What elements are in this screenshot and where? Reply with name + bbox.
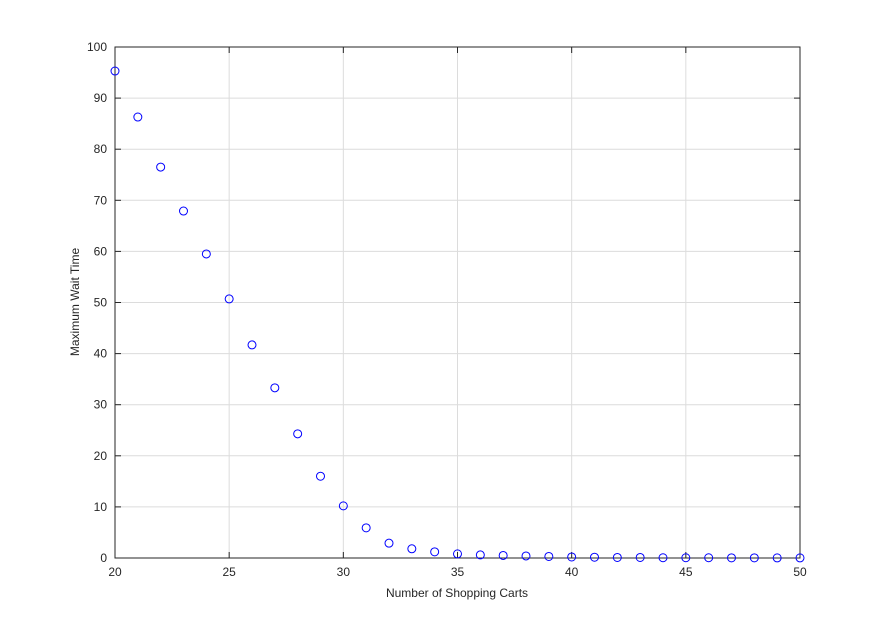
data-point: [498, 550, 508, 560]
data-point: [544, 551, 554, 561]
x-tick-label: 30: [337, 565, 351, 579]
data-point: [361, 523, 371, 533]
data-point: [179, 206, 188, 216]
y-tick-label: 40: [94, 347, 108, 361]
y-tick-label: 30: [94, 398, 108, 412]
y-tick-label: 60: [94, 244, 108, 258]
data-point: [133, 112, 143, 122]
data-point: [475, 550, 485, 560]
y-tick-label: 20: [94, 449, 108, 463]
data-point: [727, 553, 736, 563]
data-point: [156, 162, 166, 172]
y-tick-label: 50: [94, 296, 108, 310]
data-point: [590, 552, 599, 562]
data-point: [384, 538, 394, 548]
data-point: [704, 553, 714, 563]
x-tick-label: 35: [451, 565, 465, 579]
y-tick-label: 0: [100, 551, 107, 565]
axis-ticks: 20 25 30 35 40 45 50 0 10 20 30 40 50 60 70 80 90 100: [87, 40, 807, 579]
x-tick-label: 45: [679, 565, 693, 579]
data-point: [430, 547, 440, 557]
data-point: [110, 66, 120, 76]
data-point: [270, 383, 280, 393]
x-axis-label: Number of Shopping Carts: [386, 586, 528, 600]
data-point: [749, 553, 759, 563]
data-point: [772, 553, 782, 563]
grid: [114, 46, 801, 559]
data-point: [201, 249, 211, 259]
y-tick-label: 10: [94, 500, 108, 514]
data-points: [110, 66, 805, 563]
data-point: [338, 501, 348, 511]
data-point: [293, 429, 303, 439]
y-axis-label: Maximum Wait Time: [68, 248, 82, 357]
data-point: [795, 553, 805, 563]
data-point: [407, 544, 417, 554]
x-tick-label: 25: [222, 565, 236, 579]
x-tick-label: 50: [793, 565, 807, 579]
data-point: [635, 552, 645, 562]
y-tick-label: 70: [94, 193, 108, 207]
y-tick-label: 100: [87, 40, 107, 54]
y-tick-label: 80: [94, 142, 108, 156]
data-point: [567, 552, 577, 562]
data-point: [453, 549, 462, 559]
data-point: [681, 553, 691, 563]
data-point: [224, 294, 234, 304]
x-tick-label: 20: [108, 565, 122, 579]
data-point: [521, 551, 531, 561]
y-tick-label: 90: [94, 91, 108, 105]
data-point: [658, 553, 668, 563]
data-point: [612, 552, 622, 562]
data-point: [247, 340, 257, 350]
data-point: [316, 471, 325, 481]
x-tick-label: 40: [565, 565, 579, 579]
